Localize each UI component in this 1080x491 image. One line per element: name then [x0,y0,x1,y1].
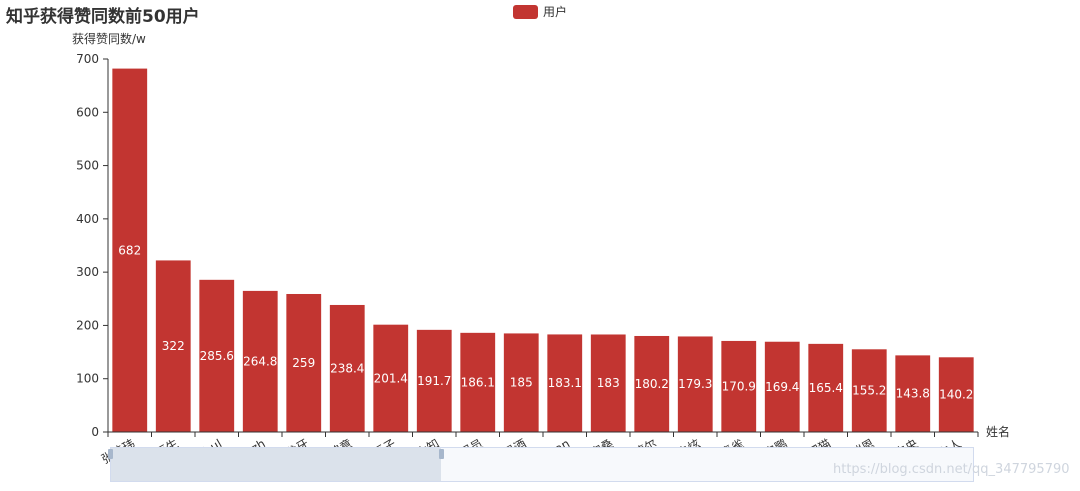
bar-value-label: 169.4 [765,380,799,394]
datazoom-left-handle[interactable] [108,449,113,459]
bar-value-label: 140.2 [939,388,973,402]
bar-value-label: 264.8 [243,354,277,368]
legend[interactable]: 用户 [513,3,567,20]
y-tick-label: 600 [76,105,99,119]
watermark: https://blog.csdn.net/qq_347795790 [833,462,1070,477]
bar [503,333,539,432]
bar [677,336,713,432]
x-axis-label: 姓名 [986,424,1010,439]
bar-value-label: 180.2 [635,377,669,391]
bar-value-label: 143.8 [896,387,930,401]
bar [199,279,235,432]
bar [808,343,844,432]
bar [547,334,583,432]
legend-label: 用户 [543,5,568,19]
datazoom-selected-range [111,448,441,481]
y-tick-label: 200 [76,318,99,332]
y-tick-label: 500 [76,159,99,173]
bar-value-label: 238.4 [330,361,364,375]
bar [112,68,148,432]
bar [938,357,974,432]
y-tick-label: 400 [76,212,99,226]
bar-value-label: 322 [162,339,185,353]
bar [329,304,365,432]
bar-value-label: 185 [510,376,533,390]
bar [416,329,452,432]
bar-value-label: 183.1 [548,376,582,390]
bar [155,260,191,432]
bar-value-label: 285.6 [200,349,234,363]
bar [590,334,626,432]
datazoom-right-handle[interactable] [439,449,444,459]
bar-value-label: 191.7 [417,374,451,388]
bar-value-label: 183 [597,376,620,390]
bar [373,324,409,432]
bar [286,293,322,432]
bar-value-label: 186.1 [461,375,495,389]
y-axis-label: 获得赞同数/w [72,31,146,46]
datazoom-slider[interactable] [108,447,974,482]
bar [242,290,278,432]
y-tick-label: 700 [76,52,99,66]
bar-value-label: 155.2 [852,384,886,398]
y-tick-label: 0 [91,425,99,439]
bar [895,355,931,432]
bar-value-label: 259 [292,356,315,370]
y-tick-label: 100 [76,372,99,386]
chart-title: 知乎获得赞同数前50用户 [6,7,200,27]
bar-value-label: 179.3 [678,377,712,391]
bar-value-label: 170.9 [722,379,756,393]
bar [764,341,800,432]
legend-swatch [513,4,538,19]
bar [721,340,757,432]
bar [634,335,670,432]
bar [460,332,496,432]
bar-value-label: 201.4 [374,371,408,385]
bar-value-label: 682 [118,243,141,257]
bar-value-label: 165.4 [809,381,843,395]
y-tick-label: 300 [76,265,99,279]
bar [851,349,887,432]
